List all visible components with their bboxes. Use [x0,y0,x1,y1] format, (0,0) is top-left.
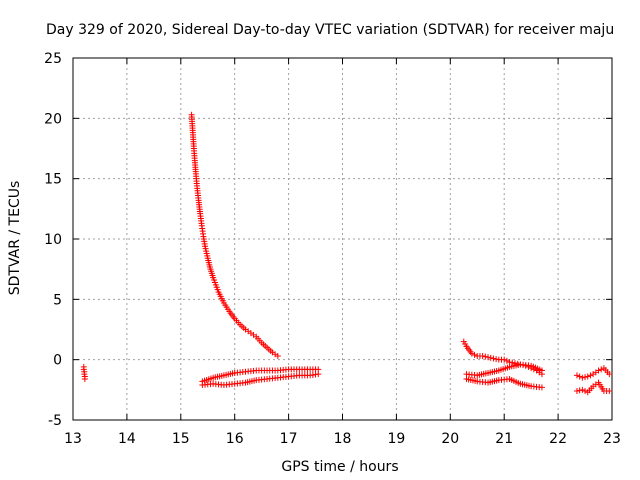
data-point [490,355,497,362]
data-series [80,111,613,396]
data-point [493,356,500,363]
x-tick-label: 16 [226,431,244,447]
y-tick-label: 0 [53,353,62,369]
x-tick-label: 14 [118,431,136,447]
y-axis-label: SDTVAR / TECUs [7,181,23,296]
y-tick-label: 5 [53,292,62,308]
data-point [471,351,478,358]
series-sat-c-lower [199,371,322,389]
data-point [479,353,486,360]
data-point [579,386,586,393]
data-point [582,374,589,381]
data-point [482,353,489,360]
data-point [573,388,580,395]
data-point [501,356,508,363]
chart-title: Day 329 of 2020, Sidereal Day-to-day VTE… [46,22,614,38]
x-tick-label: 17 [280,431,298,447]
x-tick-label: 13 [64,431,82,447]
data-point [576,387,583,394]
x-tick-label: 20 [441,431,459,447]
data-point [579,374,586,381]
y-tick-label: -5 [48,413,62,429]
x-axis-label: GPS time / hours [281,459,398,475]
data-point [576,373,583,380]
series-sat-e-upper [463,361,545,379]
data-point [503,357,510,364]
data-point [487,354,494,361]
data-point [584,373,591,380]
data-point [606,371,613,378]
y-tick-label: 15 [44,172,62,188]
data-point [587,372,594,379]
series-sat-f-upper [573,365,613,381]
series-sat-b-decay [188,111,281,360]
x-axis: 13 14 15 16 17 18 19 20 21 22 23 [64,58,621,447]
data-point [509,359,516,366]
y-axis: -5 0 5 10 15 20 25 [44,51,612,429]
data-point [573,372,580,379]
data-point [538,384,545,391]
data-point [468,350,475,357]
data-point [274,353,281,360]
x-tick-label: 21 [495,431,513,447]
data-point [485,354,492,361]
y-tick-label: 25 [44,51,62,67]
x-tick-label: 18 [334,431,352,447]
x-tick-label: 19 [387,431,405,447]
data-point [606,388,613,395]
series-sat-c-upper [199,366,322,385]
data-point [81,375,88,382]
y-tick-label: 20 [44,111,62,127]
series-sat-e-lower [463,375,545,391]
data-point [582,388,589,395]
series-sat-f-lower [573,379,613,396]
x-tick-label: 22 [549,431,567,447]
grid-lines [73,58,612,420]
series-sat-a [80,363,88,382]
y-tick-label: 10 [44,232,62,248]
data-point [315,371,322,378]
data-point [598,366,605,373]
x-tick-label: 23 [603,431,621,447]
x-tick-label: 15 [172,431,190,447]
data-point [595,367,602,374]
data-point [538,367,545,374]
